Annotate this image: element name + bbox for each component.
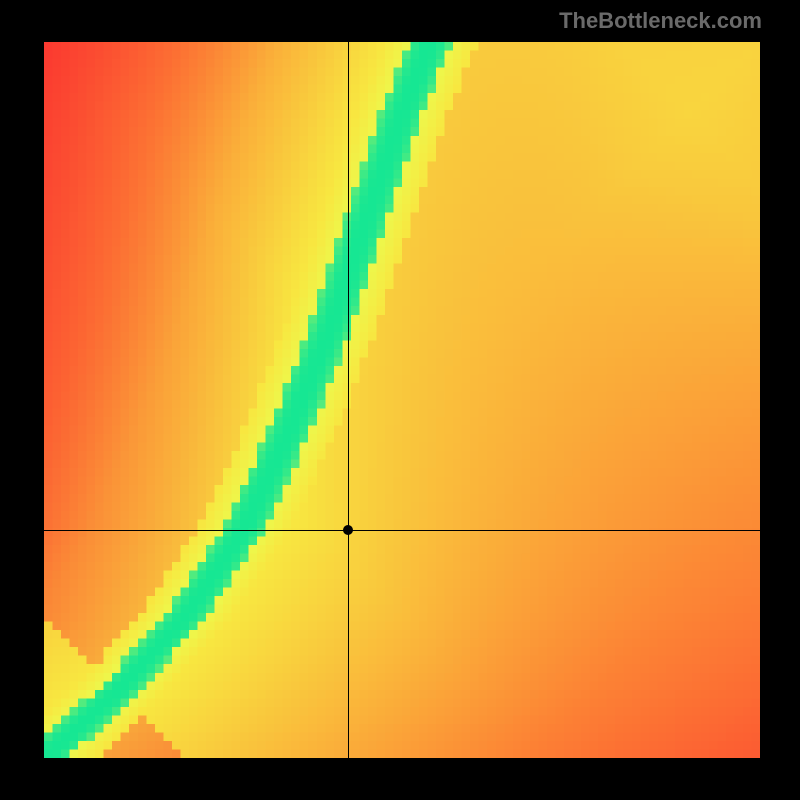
plot-area: [44, 42, 760, 758]
crosshair-horizontal: [44, 530, 760, 531]
heatmap-canvas: [44, 42, 760, 758]
crosshair-marker: [343, 525, 353, 535]
crosshair-vertical: [348, 42, 349, 758]
watermark-text: TheBottleneck.com: [559, 8, 762, 34]
